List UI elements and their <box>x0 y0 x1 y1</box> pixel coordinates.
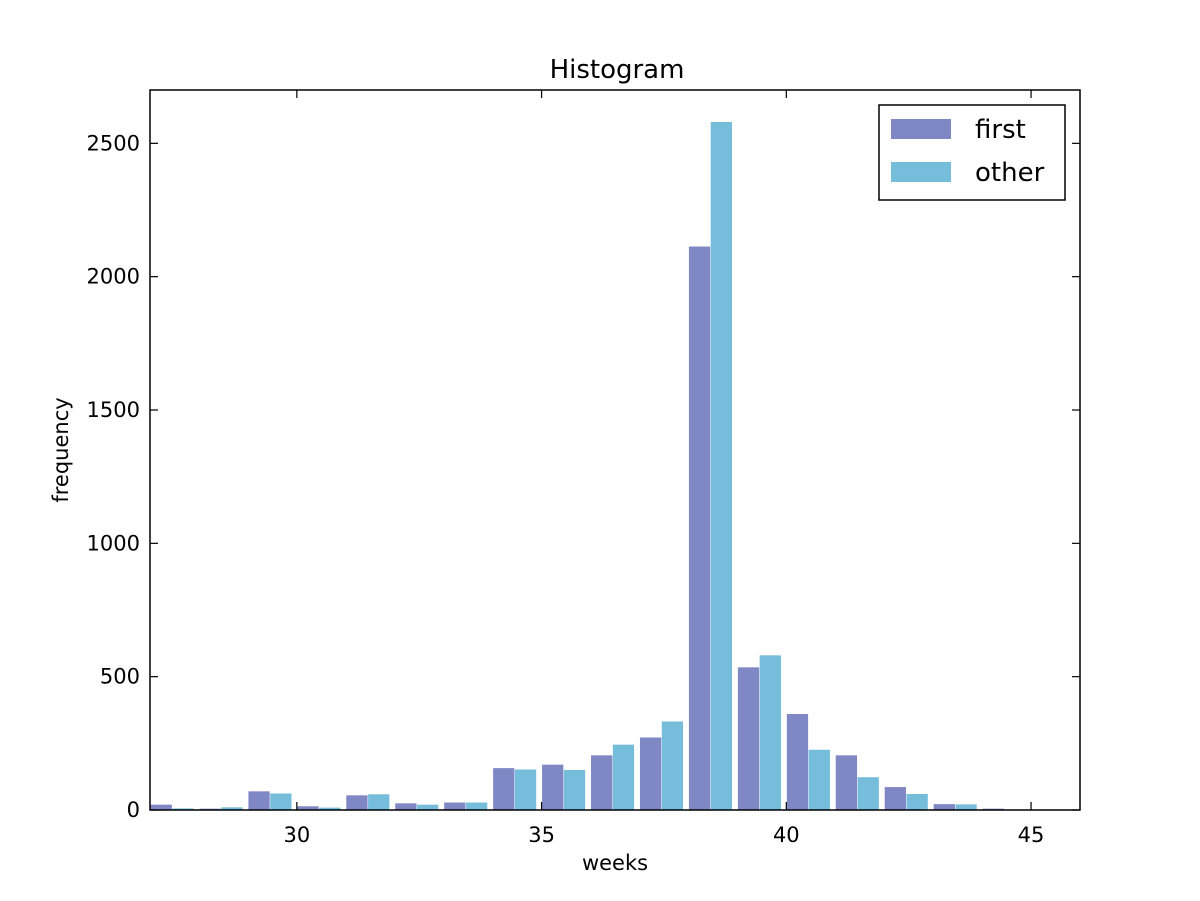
bar-other-31 <box>368 794 390 810</box>
x-tick-label-30: 30 <box>283 823 310 847</box>
bar-first-38 <box>688 246 711 810</box>
legend-label-other: other <box>975 158 1045 188</box>
bar-first-39 <box>737 667 760 810</box>
y-tick-label-0: 0 <box>127 798 140 822</box>
bar-other-32 <box>417 804 439 810</box>
bar-first-41 <box>835 755 858 810</box>
bar-first-35 <box>542 764 564 810</box>
bars-group <box>150 122 1004 810</box>
bar-other-28 <box>221 807 243 810</box>
y-tick-label-2000: 2000 <box>87 265 140 289</box>
x-axis-label: weeks <box>582 851 648 875</box>
legend: first other <box>878 104 1066 201</box>
bar-other-40 <box>808 749 830 810</box>
bar-other-27 <box>172 808 194 810</box>
bar-first-30 <box>297 806 319 810</box>
x-tick-label-40: 40 <box>773 823 800 847</box>
bar-other-37 <box>661 721 684 810</box>
y-tick-label-1000: 1000 <box>87 531 140 555</box>
bar-other-30 <box>319 807 341 810</box>
y-tick-label-1500: 1500 <box>87 398 140 422</box>
bar-first-27 <box>150 804 172 810</box>
legend-label-first: first <box>975 115 1026 145</box>
legend-swatch-other <box>891 162 951 182</box>
bar-other-42 <box>906 794 928 810</box>
bar-first-31 <box>346 795 368 810</box>
bar-other-41 <box>857 777 879 810</box>
bar-first-34 <box>493 768 515 810</box>
y-tick-label-2500: 2500 <box>87 131 140 155</box>
legend-swatch-first <box>891 119 951 139</box>
bar-other-39 <box>759 655 781 810</box>
ticks-group: 30 35 40 45 0 500 1000 1500 2000 2500 <box>87 90 1080 847</box>
bar-other-33 <box>465 802 488 810</box>
x-tick-label-45: 45 <box>1018 823 1045 847</box>
y-axis-label: frequency <box>49 397 73 502</box>
bar-other-38 <box>710 122 732 810</box>
plot-frame <box>149 89 1081 811</box>
bar-first-42 <box>884 787 906 810</box>
x-tick-label-35: 35 <box>528 823 555 847</box>
bar-first-40 <box>786 714 809 810</box>
bar-first-33 <box>444 802 466 810</box>
bar-first-29 <box>248 791 270 810</box>
bar-other-36 <box>612 744 635 810</box>
bar-other-35 <box>563 770 586 810</box>
chart-title: Histogram <box>550 55 685 85</box>
bar-other-43 <box>955 804 977 810</box>
bar-other-34 <box>514 769 537 810</box>
bar-first-37 <box>639 737 662 810</box>
bar-first-32 <box>395 803 417 810</box>
bar-first-36 <box>591 755 613 810</box>
bar-first-43 <box>933 804 955 810</box>
bar-other-29 <box>270 793 292 810</box>
y-tick-label-500: 500 <box>100 665 140 689</box>
